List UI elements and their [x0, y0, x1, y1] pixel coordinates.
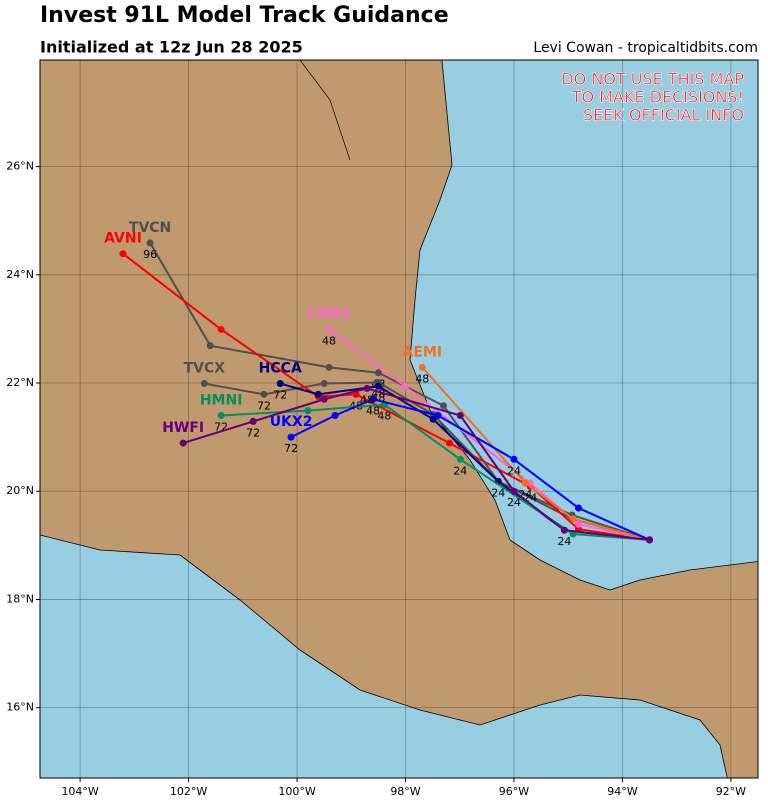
- lat-tick-label: 16°N: [6, 701, 34, 714]
- hour-label: 24: [507, 496, 521, 509]
- track-point: [206, 342, 214, 350]
- hour-label: 72: [284, 442, 298, 455]
- tracks: 24 48 96 TVCN 48 72 TVCX 24 48 AVNI 24 48 72 HCCA 48 CE…: [104, 220, 654, 548]
- warning: TO MAKE DECISIONS!: [571, 88, 744, 107]
- track-point: [569, 515, 577, 523]
- track-point: [575, 504, 582, 512]
- track-point: [434, 411, 442, 419]
- track-point: [146, 239, 154, 247]
- map-area: 24 48 96 TVCN 48 72 TVCX 24 48 AVNI 24 48 72 HCCA 48 CE…: [40, 60, 758, 778]
- track-point: [510, 455, 518, 463]
- track-name: HMNI: [200, 392, 243, 408]
- track-name: AVNI: [104, 231, 142, 247]
- track-name: HCCA: [259, 361, 302, 377]
- lon-tick-label: 100°W: [278, 785, 315, 798]
- track-point: [325, 363, 333, 371]
- track-point: [418, 363, 426, 371]
- track-name: UKX2: [270, 414, 313, 430]
- track-point: [456, 455, 464, 463]
- lon-tick-label: 94°W: [607, 785, 637, 798]
- track-point: [325, 325, 333, 333]
- hour-label: 72: [246, 426, 260, 439]
- lon-tick-label: 92°W: [716, 785, 746, 798]
- track-point: [320, 395, 328, 403]
- track-point: [369, 395, 377, 403]
- track-point: [374, 369, 382, 377]
- track-point: [445, 439, 453, 447]
- track-point: [304, 407, 312, 415]
- border: [299, 60, 351, 161]
- track-point: [521, 479, 529, 487]
- hour-label: 24: [507, 464, 521, 477]
- track-point: [560, 526, 568, 534]
- track-point: [646, 536, 654, 544]
- warning: DO NOT USE THIS MAP: [561, 70, 744, 89]
- track-point: [249, 417, 257, 425]
- hour-label: 48: [360, 393, 374, 406]
- track-point: [429, 415, 437, 423]
- title: Invest 91L Model Track Guidance: [40, 3, 449, 28]
- track-name: TVCN: [129, 220, 171, 236]
- track-point: [439, 402, 447, 410]
- track-point: [287, 433, 295, 441]
- track-line: [421, 366, 650, 541]
- lon-tick-label: 96°W: [499, 785, 529, 798]
- track-point: [510, 487, 518, 495]
- track-point: [363, 384, 371, 392]
- grid: [40, 60, 758, 778]
- hour-label: 96: [143, 248, 157, 261]
- track-point: [217, 325, 225, 333]
- track-line: [221, 403, 650, 541]
- ticks: 104°W 102°W 100°W 98°W 96°W 94°W 92°W 16°N 18°N 2…: [6, 160, 746, 798]
- track-point: [119, 250, 127, 258]
- track-name: TVCX: [184, 361, 226, 377]
- track-point: [374, 382, 382, 390]
- hour-label: 24: [453, 464, 467, 477]
- frame: [39, 59, 759, 779]
- track-point: [575, 520, 582, 528]
- lat-tick-label: 18°N: [6, 592, 34, 605]
- hour-label: 72: [257, 399, 271, 412]
- lon-tick-label: 104°W: [61, 785, 98, 798]
- track-point: [217, 411, 225, 419]
- hour-label: 48: [415, 372, 429, 385]
- lat-tick-label: 26°N: [6, 160, 34, 173]
- track-point: [456, 411, 464, 419]
- land: [40, 60, 758, 778]
- track-point: [200, 380, 208, 388]
- lat-tick-label: 22°N: [6, 376, 34, 389]
- credit: Levi Cowan - tropicaltidbits.com: [533, 40, 758, 56]
- lon-tick-label: 98°W: [390, 785, 420, 798]
- hour-label: 48: [377, 410, 391, 423]
- track-point: [179, 439, 187, 447]
- track-point: [320, 380, 328, 388]
- track-point: [260, 390, 268, 398]
- track-name: HWFI: [162, 420, 204, 436]
- warning: SEEK OFFICIAL INFO: [583, 106, 744, 125]
- hour-label: 24: [557, 535, 571, 548]
- track-point: [331, 411, 339, 419]
- lon-tick-label: 102°W: [170, 785, 207, 798]
- track-name: CEM2: [307, 306, 351, 322]
- hour-label: 72: [273, 389, 287, 402]
- lat-tick-label: 20°N: [6, 484, 34, 497]
- lat-tick-label: 24°N: [6, 268, 34, 281]
- track-line: [182, 387, 650, 541]
- track-point: [276, 380, 284, 388]
- subtitle: Initialized at 12z Jun 28 2025: [40, 38, 303, 57]
- track-name: AEMI: [403, 344, 443, 360]
- track-point: [401, 382, 409, 390]
- track-point: [314, 390, 322, 398]
- hour-label: 24: [491, 486, 505, 499]
- hour-label: 48: [366, 404, 380, 417]
- hour-label: 48: [322, 334, 336, 347]
